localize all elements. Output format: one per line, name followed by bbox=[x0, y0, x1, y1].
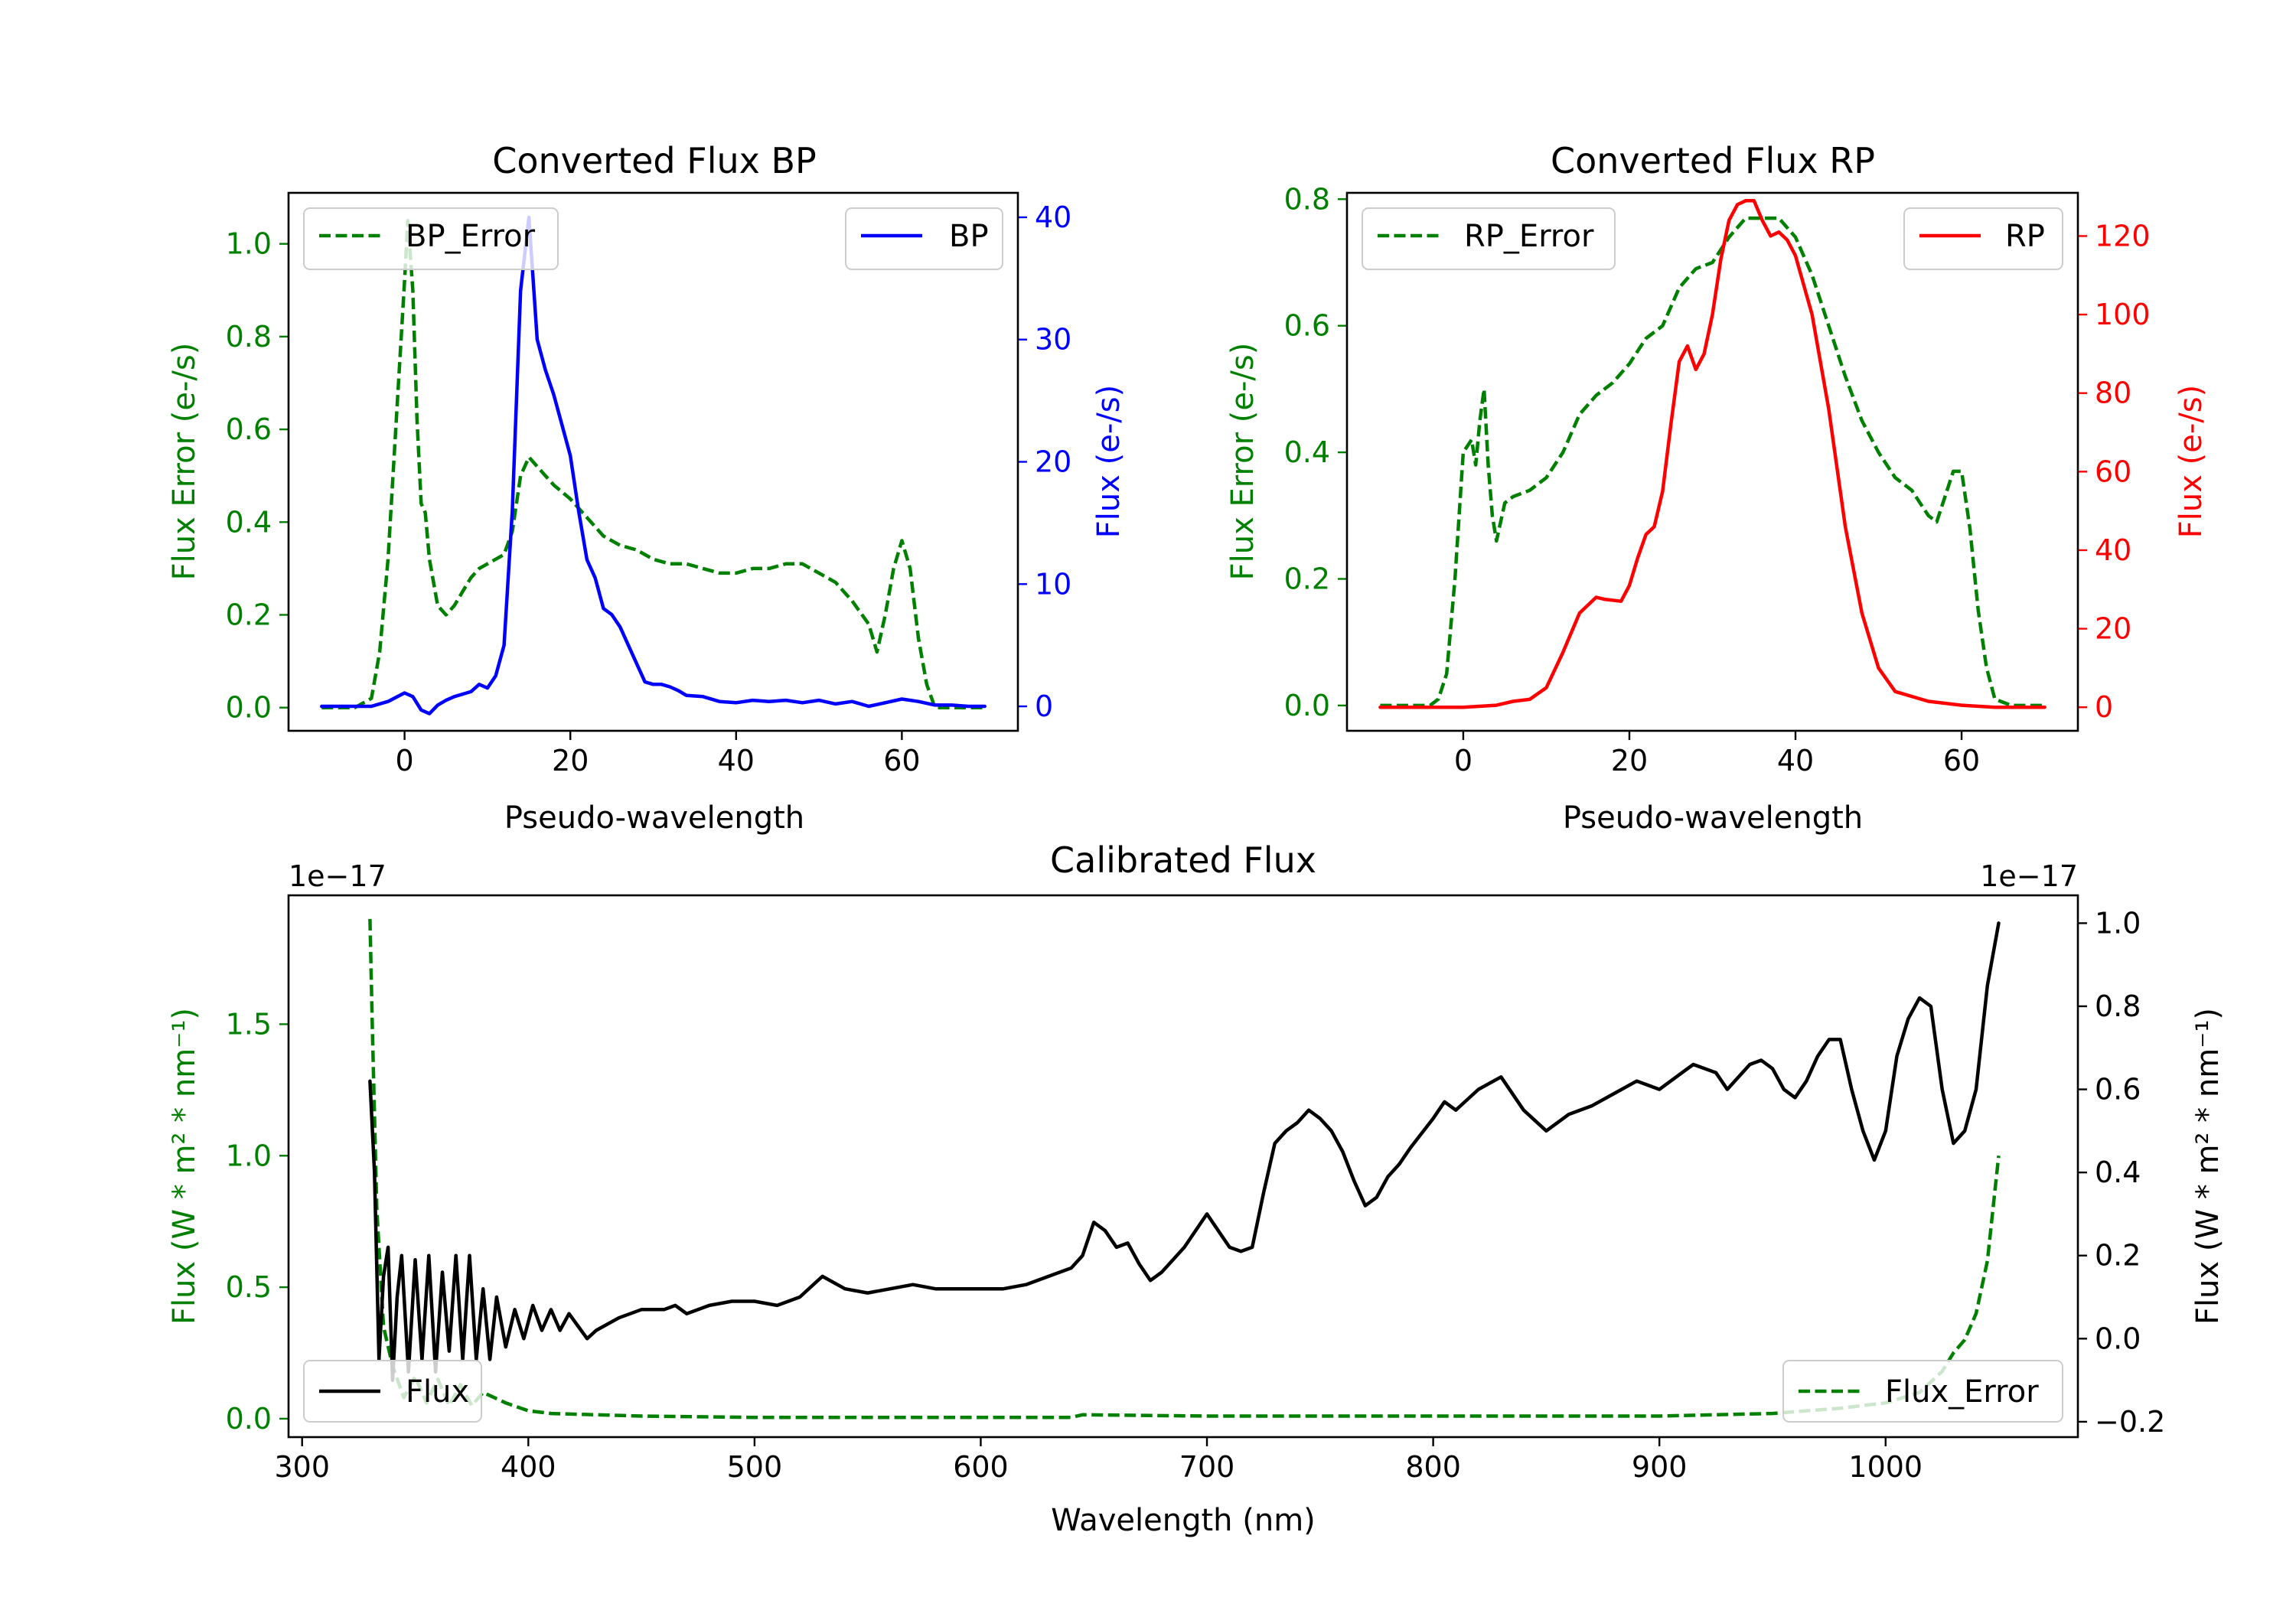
calibrated-ytick-right-label: 0.2 bbox=[2095, 1239, 2141, 1273]
calibrated-xtick-label: 400 bbox=[501, 1450, 556, 1484]
calibrated-xtick-label: 1000 bbox=[1848, 1450, 1923, 1484]
rp-legend-flux-label: RP bbox=[2005, 219, 2045, 254]
rp-ytick-left-label: 0.8 bbox=[1284, 182, 1330, 216]
rp-ytick-right-label: 60 bbox=[2095, 455, 2131, 488]
calibrated-xtick-label: 700 bbox=[1179, 1450, 1235, 1484]
calibrated-ytick-right-label: 0.8 bbox=[2095, 989, 2141, 1023]
rp-legend-error: RP_Error bbox=[1362, 207, 1616, 270]
rp-ytick-right-label: 40 bbox=[2095, 533, 2131, 567]
calibrated-ytick-right-label: −0.2 bbox=[2095, 1405, 2165, 1439]
bp-legend-error-label: BP_Error bbox=[406, 219, 536, 254]
calibrated-xtick-label: 500 bbox=[727, 1450, 783, 1484]
calibrated-series-flux bbox=[368, 921, 2001, 1382]
rp-ytick-left-label: 0.6 bbox=[1284, 309, 1330, 343]
rp-ytick-right-label: 80 bbox=[2095, 376, 2131, 410]
calibrated-ytick-left-label: 1.0 bbox=[226, 1139, 272, 1172]
calibrated-legend-error: Flux_Error bbox=[1782, 1360, 2063, 1423]
bp-legend-flux: BP bbox=[845, 207, 1003, 270]
rp-ytick-right-label: 120 bbox=[2095, 219, 2151, 253]
bp-series-bp bbox=[320, 215, 987, 715]
bp-legend-flux-label: BP bbox=[949, 219, 989, 254]
calibrated-ytick-left-label: 1.5 bbox=[226, 1007, 272, 1041]
calibrated-legend-flux-label: Flux bbox=[406, 1374, 469, 1410]
bp-xtick-label: 0 bbox=[396, 744, 414, 777]
rp-ylabel-right: Flux (e-/s) bbox=[2174, 385, 2209, 538]
calibrated-ytick-right-label: 1.0 bbox=[2095, 906, 2141, 940]
rp-xtick-label: 40 bbox=[1777, 744, 1814, 777]
bp-ytick-right-label: 40 bbox=[1035, 200, 1071, 234]
bp-panel: Converted Flux BP 0 20 40 60 0.0 0.2 0.4 0.6 0.8… bbox=[167, 140, 1127, 836]
bp-xtick-label: 20 bbox=[552, 744, 589, 777]
bp-ytick-left-label: 0.4 bbox=[226, 505, 272, 539]
rp-legend-flux: RP bbox=[1903, 207, 2063, 270]
rp-xlabel: Pseudo-wavelength bbox=[1563, 800, 1863, 836]
bp-legend-error: BP_Error bbox=[303, 207, 559, 270]
calibrated-ytick-left-label: 0.0 bbox=[226, 1402, 272, 1436]
calibrated-legend-flux: Flux bbox=[303, 1360, 482, 1423]
calibrated-plot-frame bbox=[287, 894, 2079, 1439]
bp-ytick-left-label: 1.0 bbox=[226, 227, 272, 261]
calibrated-ytick-right-label: 0.6 bbox=[2095, 1073, 2141, 1107]
rp-plot-frame bbox=[1345, 191, 2079, 732]
calibrated-xtick-label: 900 bbox=[1632, 1450, 1688, 1484]
rp-xtick-label: 0 bbox=[1454, 744, 1473, 777]
rp-ytick-right-label: 100 bbox=[2095, 298, 2151, 331]
bp-plot-frame bbox=[287, 191, 1019, 732]
rp-ytick-left-label: 0.2 bbox=[1284, 562, 1330, 596]
bp-ytick-right-label: 30 bbox=[1035, 323, 1071, 357]
bp-ytick-right-label: 10 bbox=[1035, 567, 1071, 601]
calibrated-ylabel-left: Flux (W * m² * nm⁻¹) bbox=[167, 1008, 202, 1325]
calibrated-ylabel-right: Flux (W * m² * nm⁻¹) bbox=[2190, 1008, 2226, 1325]
rp-xtick-label: 20 bbox=[1611, 744, 1648, 777]
bp-ytick-right-label: 0 bbox=[1035, 689, 1053, 723]
rp-ytick-right-label: 20 bbox=[2095, 612, 2131, 646]
rp-title: Converted Flux RP bbox=[1551, 140, 1875, 181]
bp-ytick-left-label: 0.6 bbox=[226, 412, 272, 446]
bp-ytick-left-label: 0.8 bbox=[226, 320, 272, 354]
calibrated-xtick-label: 600 bbox=[953, 1450, 1009, 1484]
calibrated-offset-right: 1e−17 bbox=[1980, 859, 2078, 893]
rp-ylabel-left: Flux Error (e-/s) bbox=[1225, 343, 1261, 581]
bp-xlabel: Pseudo-wavelength bbox=[504, 800, 804, 836]
rp-ytick-right-label: 0 bbox=[2095, 690, 2113, 724]
calibrated-title: Calibrated Flux bbox=[1050, 839, 1316, 881]
calibrated-xlabel: Wavelength (nm) bbox=[1051, 1503, 1316, 1538]
calibrated-ytick-right-label: 0.4 bbox=[2095, 1156, 2141, 1189]
bp-ytick-left-label: 0.0 bbox=[226, 691, 272, 725]
bp-xtick-label: 60 bbox=[883, 744, 920, 777]
calibrated-offset-left: 1e−17 bbox=[289, 859, 386, 893]
calibrated-xtick-label: 300 bbox=[274, 1450, 330, 1484]
rp-ytick-left-label: 0.4 bbox=[1284, 435, 1330, 469]
rp-panel: Converted Flux RP 0 20 40 60 0.0 0.2 0.4 0.6 0.8… bbox=[1225, 140, 2209, 836]
bp-ytick-right-label: 20 bbox=[1035, 445, 1071, 479]
calibrated-panel: Calibrated Flux 1e−17 1e−17 300 400 500 600… bbox=[167, 839, 2226, 1538]
calibrated-ytick-left-label: 0.5 bbox=[226, 1270, 272, 1304]
bp-ytick-left-label: 0.2 bbox=[226, 598, 272, 631]
bp-xtick-label: 40 bbox=[718, 744, 755, 777]
rp-ytick-left-label: 0.0 bbox=[1284, 689, 1330, 722]
calibrated-legend-error-label: Flux_Error bbox=[1885, 1374, 2039, 1410]
bp-title: Converted Flux BP bbox=[492, 140, 817, 181]
rp-series-rp bbox=[1378, 199, 2047, 709]
rp-legend-error-label: RP_Error bbox=[1464, 219, 1594, 254]
rp-xtick-label: 60 bbox=[1943, 744, 1980, 777]
calibrated-ytick-right-label: 0.0 bbox=[2095, 1322, 2141, 1355]
calibrated-xtick-label: 800 bbox=[1405, 1450, 1461, 1484]
rp-series-rp-error bbox=[1380, 216, 2045, 708]
bp-ylabel-left: Flux Error (e-/s) bbox=[167, 343, 202, 581]
bp-ylabel-right: Flux (e-/s) bbox=[1091, 385, 1127, 538]
